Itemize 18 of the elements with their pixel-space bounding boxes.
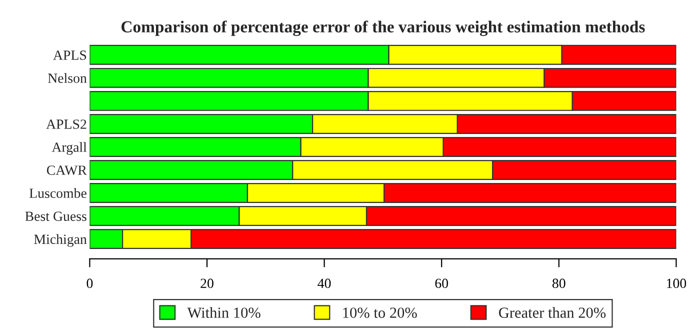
y-tick-label: Michigan xyxy=(34,234,87,247)
legend-label: Within 10% xyxy=(187,307,260,318)
legend-label: Greater than 20% xyxy=(499,307,606,318)
y-tick-label: Luscombe xyxy=(29,188,86,198)
y-tick-label: Argall xyxy=(52,142,87,155)
x-tick-label: 60 xyxy=(435,278,448,288)
x-tick-label: 40 xyxy=(318,278,331,288)
y-tick-label: APLS xyxy=(53,50,86,60)
x-tick-label: 0 xyxy=(86,278,93,288)
x-tick-label: 80 xyxy=(552,278,566,288)
y-tick-label: Best Guess xyxy=(25,212,86,221)
x-tick-label: 20 xyxy=(200,278,214,288)
y-tick-label: Nelson xyxy=(48,73,87,83)
chart-title: Comparison of percentage error of the various weight estimation methods xyxy=(122,20,645,36)
legend-label: 10% to 20% xyxy=(343,308,417,318)
y-tick-label: CAWR xyxy=(46,166,87,175)
y-tick-label: APLS2 xyxy=(46,120,86,129)
x-tick-label: 100 xyxy=(667,278,686,288)
